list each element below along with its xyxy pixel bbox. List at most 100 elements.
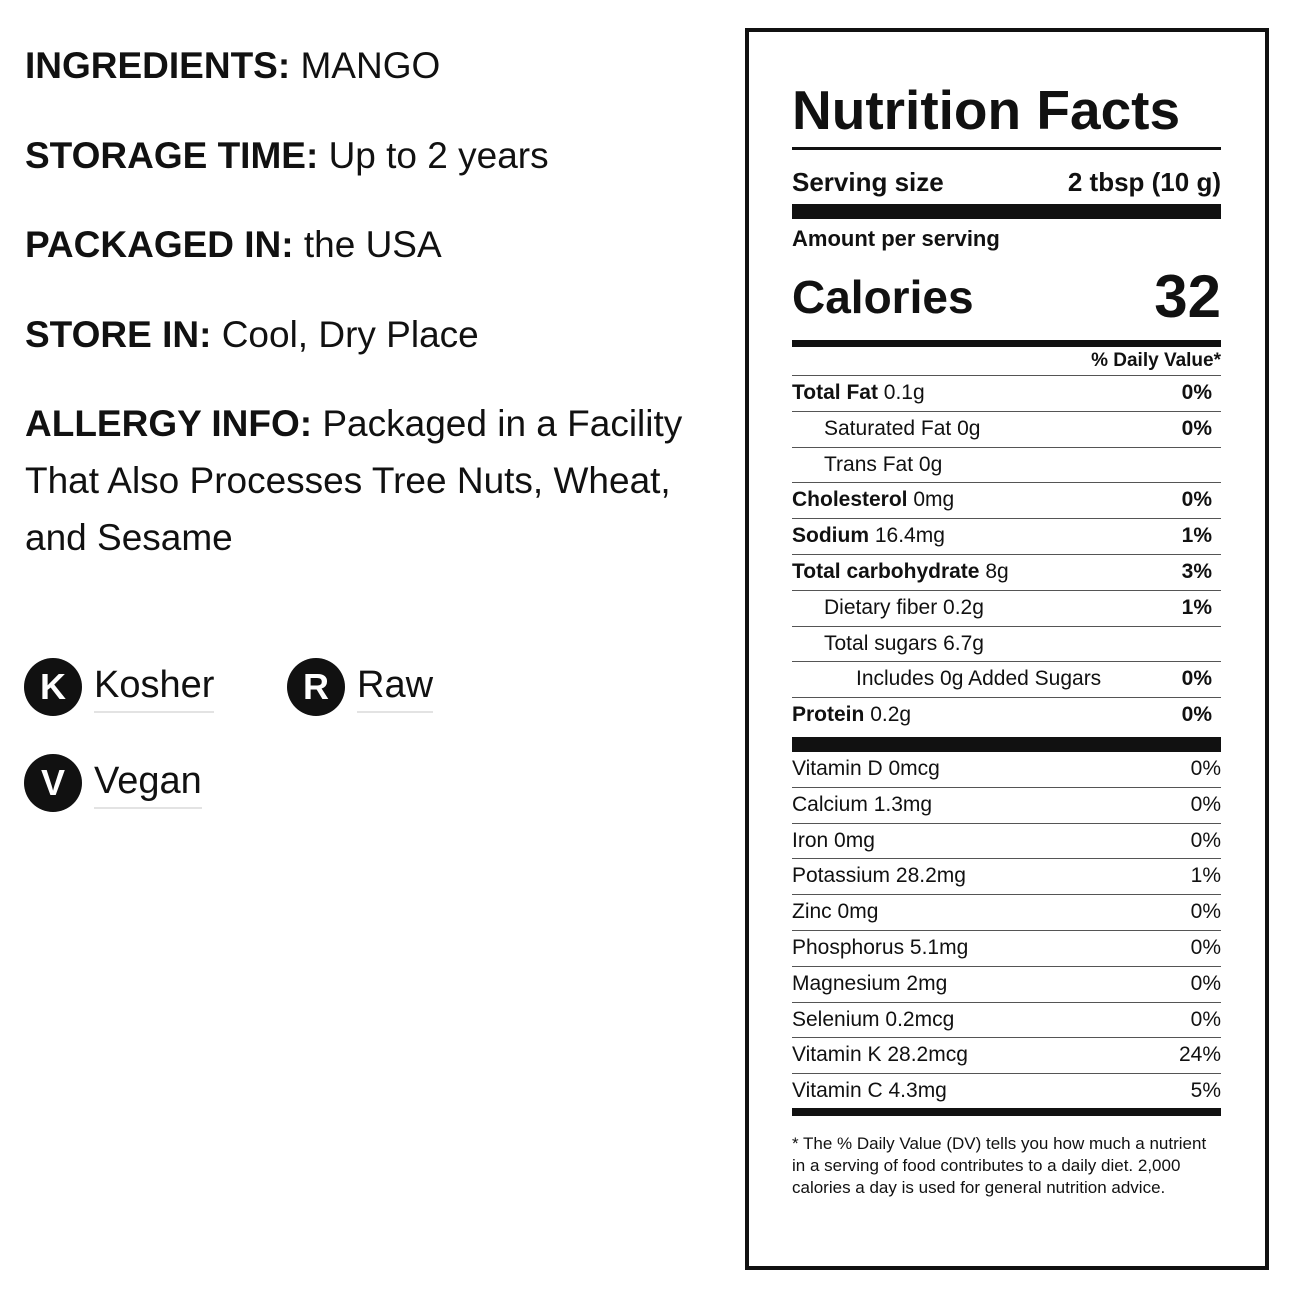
nutrient-amount: 0.2mcg xyxy=(885,1007,955,1031)
info-line: INGREDIENTS: MANGO xyxy=(25,37,440,94)
daily-value: 0% xyxy=(1181,381,1212,404)
rule xyxy=(792,1001,1221,1003)
nutrient-name: Selenium xyxy=(792,1007,880,1031)
nutrient-amount: 0.2g xyxy=(870,703,912,727)
nutrient-amount: 0.1g xyxy=(883,381,925,404)
rule xyxy=(792,375,1221,376)
nutrient-name: Total Fat xyxy=(792,381,878,404)
dv-header: % Daily Value* xyxy=(1091,350,1221,371)
nutrient-name: Sodium xyxy=(792,524,869,548)
nutrient-name: Magnesium xyxy=(792,971,901,995)
nutrient-amount: 16.4mg xyxy=(874,524,945,548)
daily-value: 0% xyxy=(1181,703,1212,727)
rule xyxy=(792,589,1221,591)
daily-value: 0% xyxy=(1190,757,1221,780)
badge-label[interactable]: Kosher xyxy=(94,662,215,713)
nutrient-name: Includes 0g Added Sugars xyxy=(856,667,1102,691)
info-line: STORE IN: Cool, Dry Place xyxy=(25,306,479,363)
rule xyxy=(792,930,1221,931)
nutrient-line: Vitamin C 4.3mg xyxy=(792,1079,947,1103)
rule xyxy=(792,965,1221,967)
calories-label: Calories xyxy=(792,271,974,323)
nutrient-line: Phosphorus 5.1mg xyxy=(792,936,968,960)
rule xyxy=(792,518,1221,520)
nutrition-panel xyxy=(745,28,1269,1270)
nutrient-line: Vitamin K 28.2mcg xyxy=(792,1043,968,1067)
daily-value: 1% xyxy=(1181,524,1212,548)
daily-value: 0% xyxy=(1190,971,1221,995)
footnote: * The % Daily Value (DV) tells you how m… xyxy=(792,1134,1207,1197)
daily-value: 1% xyxy=(1181,595,1212,619)
daily-value: 0% xyxy=(1190,900,1221,924)
info-value: MANGO xyxy=(300,45,441,86)
badge-icon: V xyxy=(24,754,82,812)
info-value: Cool, Dry Place xyxy=(221,314,479,355)
badge: K Kosher xyxy=(24,658,215,716)
badge: V Vegan xyxy=(24,754,202,812)
rule xyxy=(792,554,1221,555)
nutrient-line: Total carbohydrate 8g xyxy=(792,560,1009,584)
daily-value: 0% xyxy=(1181,667,1212,691)
nutrient-line: Zinc 0mg xyxy=(792,900,878,924)
daily-value: 0% xyxy=(1181,488,1212,512)
rule xyxy=(792,1037,1221,1039)
rule xyxy=(792,482,1221,484)
rule xyxy=(792,697,1221,699)
calories: 32 xyxy=(1154,263,1221,330)
nutrient-name: Vitamin D xyxy=(792,757,883,780)
rule xyxy=(792,204,1221,219)
rule xyxy=(792,446,1221,448)
rule xyxy=(792,661,1221,663)
rule xyxy=(792,786,1221,788)
rule xyxy=(792,894,1221,896)
nutrient-line: Total Fat 0.1g xyxy=(792,381,925,405)
info-line: STORAGE TIME: Up to 2 years xyxy=(25,127,549,184)
nutrient-line: Dietary fiber 0.2g xyxy=(824,596,984,620)
nutrient-name: Saturated Fat xyxy=(824,416,952,440)
serving-size-label: Serving size xyxy=(792,167,944,197)
nutrient-name: Vitamin K xyxy=(792,1043,882,1067)
nutrient-name: Total sugars xyxy=(824,631,938,655)
nutrient-amount: 0mg xyxy=(837,900,879,924)
badge-label[interactable]: Raw xyxy=(357,662,434,713)
rule xyxy=(792,147,1221,150)
nutrient-name: Phosphorus xyxy=(792,936,905,959)
rule xyxy=(792,737,1221,752)
nutrient-line: Magnesium 2mg xyxy=(792,972,947,996)
info-label: PACKAGED IN: xyxy=(25,224,294,265)
badge-label[interactable]: Vegan xyxy=(94,758,202,809)
nutrient-amount: 5.1mg xyxy=(909,936,969,959)
nutrient-line: Cholesterol 0mg xyxy=(792,488,954,512)
nutrient-amount: 28.2mcg xyxy=(887,1043,968,1067)
info-label: STORAGE TIME: xyxy=(25,135,319,176)
badge: R Raw xyxy=(287,658,434,716)
badge-icon: K xyxy=(24,658,82,716)
nutrient-amount: 2mg xyxy=(906,971,948,995)
nutrient-name: Dietary fiber xyxy=(824,595,938,619)
nutrient-line: Protein 0.2g xyxy=(792,703,911,727)
info-value: the USA xyxy=(303,224,442,265)
info-label: ALLERGY INFO: xyxy=(25,403,313,444)
daily-value: 5% xyxy=(1190,1079,1221,1103)
daily-value: 0% xyxy=(1190,936,1221,959)
serving-size: 2 tbsp (10 g) xyxy=(1067,167,1221,197)
nutrient-amount: 8g xyxy=(985,560,1009,583)
nutrient-amount: 0g xyxy=(918,452,943,476)
info-value: Packaged in a Facility That Also Process… xyxy=(25,403,683,558)
nutrient-line: Calcium 1.3mg xyxy=(792,793,932,817)
daily-value: 3% xyxy=(1181,560,1212,583)
rule xyxy=(792,410,1221,412)
nutrient-line: Sodium 16.4mg xyxy=(792,524,945,548)
info-label: INGREDIENTS: xyxy=(25,45,291,86)
amount-per-serving: Amount per serving xyxy=(792,226,1000,251)
nutrient-name: Iron xyxy=(792,828,829,852)
nutrient-name: Trans Fat xyxy=(824,452,914,476)
info-value: Up to 2 years xyxy=(328,135,549,176)
nutrient-line: Vitamin D 0mcg xyxy=(792,757,940,781)
nutrient-line: Selenium 0.2mcg xyxy=(792,1008,954,1032)
nutrient-amount: 0.2g xyxy=(943,595,984,619)
nutrient-amount: 28.2mg xyxy=(895,864,966,888)
rule xyxy=(792,858,1221,860)
